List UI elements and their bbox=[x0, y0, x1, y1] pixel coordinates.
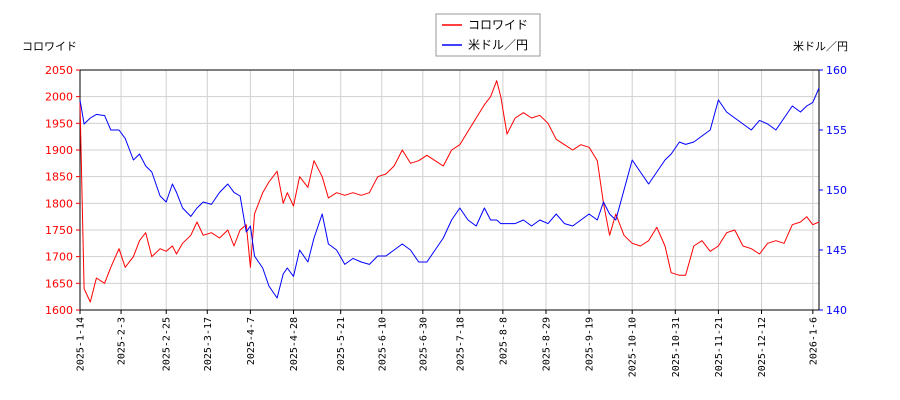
legend-label-secondary: 米ドル／円 bbox=[468, 38, 528, 52]
legend: コロワイド 米ドル／円 bbox=[435, 13, 541, 57]
x-tick-label: 2025-8-29 bbox=[541, 317, 552, 371]
left-tick-label: 1900 bbox=[45, 144, 73, 157]
left-tick-label: 1850 bbox=[45, 171, 73, 184]
series-line-secondary bbox=[79, 87, 820, 299]
right-tick-label: 145 bbox=[826, 244, 847, 257]
x-tick-label: 2025-7-18 bbox=[455, 317, 466, 371]
x-tick-label: 2025-2-25 bbox=[162, 317, 173, 371]
x-tick-label: 2025-10-31 bbox=[671, 317, 682, 377]
left-tick-label: 2000 bbox=[45, 91, 73, 104]
left-tick-label: 1700 bbox=[45, 251, 73, 264]
left-tick-label: 2050 bbox=[45, 64, 73, 77]
x-tick-label: 2025-4-28 bbox=[289, 317, 300, 371]
left-tick-label: 1950 bbox=[45, 117, 73, 130]
legend-label-primary: コロワイド bbox=[468, 18, 528, 32]
right-tick-label: 140 bbox=[826, 304, 847, 317]
x-tick-label: 2025-12-12 bbox=[757, 317, 768, 377]
right-tick-label: 160 bbox=[826, 64, 847, 77]
x-tick-label: 2025-11-21 bbox=[714, 317, 725, 377]
x-tick-label: 2025-2-3 bbox=[117, 317, 128, 365]
series-layer bbox=[79, 80, 820, 303]
left-tick-label: 1600 bbox=[45, 304, 73, 317]
x-tick-label: 2025-4-7 bbox=[246, 317, 257, 365]
right-tick-label: 155 bbox=[826, 124, 847, 137]
legend-box bbox=[435, 13, 541, 57]
left-tick-label: 1650 bbox=[45, 277, 73, 290]
x-tick-label: 2025-6-10 bbox=[377, 317, 388, 371]
right-tick-label: 150 bbox=[826, 184, 847, 197]
x-tick-label: 2025-3-17 bbox=[203, 317, 214, 371]
x-tick-label: 2025-5-21 bbox=[336, 317, 347, 371]
axes: 1600 1650 1700 1750 1800 1850 1900 1950 2000 2050… bbox=[45, 64, 847, 377]
right-axis-title: 米ドル／円 bbox=[793, 40, 848, 53]
x-tick-label: 2025-10-10 bbox=[628, 317, 639, 377]
series-line-primary bbox=[79, 80, 820, 303]
x-tick-label: 2026-1-6 bbox=[808, 317, 819, 365]
left-tick-label: 1750 bbox=[45, 224, 73, 237]
left-tick-label: 1800 bbox=[45, 197, 73, 210]
x-tick-label: 2025-6-30 bbox=[418, 317, 429, 371]
x-tick-label: 2025-9-19 bbox=[585, 317, 596, 371]
left-axis-title: コロワイド bbox=[22, 40, 77, 53]
x-tick-label: 2025-8-8 bbox=[498, 317, 509, 365]
x-tick-label: 2025-1-14 bbox=[76, 317, 87, 371]
